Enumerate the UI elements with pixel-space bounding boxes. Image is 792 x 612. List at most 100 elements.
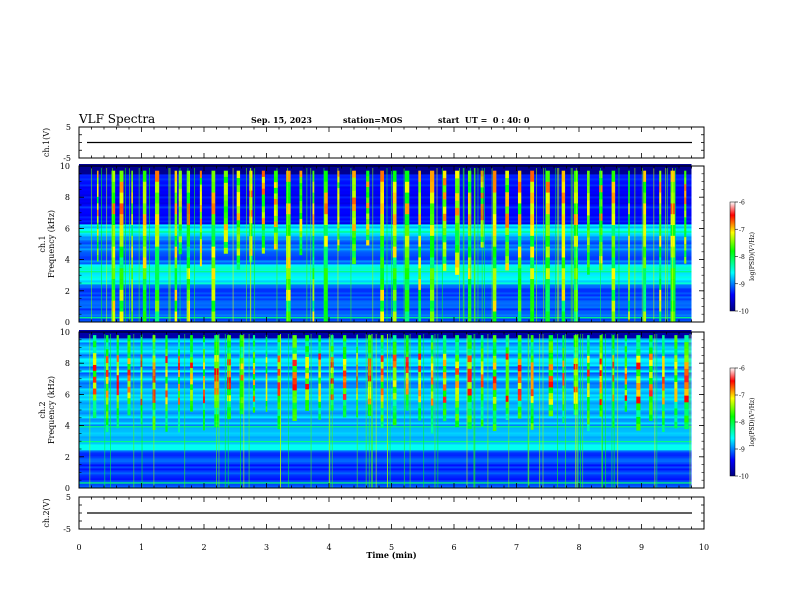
burst-segment [561, 224, 566, 236]
burst-segment [505, 341, 509, 348]
burst-segment [430, 377, 434, 385]
frequency-band [79, 292, 692, 295]
signal-streak [653, 168, 655, 322]
burst-segment [442, 242, 447, 250]
signal-streak [133, 334, 135, 488]
burst-segment [342, 381, 347, 389]
y-tick-label: 4 [65, 256, 70, 265]
signal-streak [153, 334, 155, 488]
burst-segment [587, 252, 590, 260]
burst-segment [636, 389, 641, 397]
burst-segment [227, 388, 231, 396]
burst-segment [684, 368, 689, 376]
burst-segment [131, 170, 133, 182]
signal-streak [245, 168, 247, 322]
signal-streak [403, 168, 405, 322]
burst-segment [430, 289, 435, 301]
burst-segment [337, 176, 340, 183]
x-axis-label: Time (min) [366, 550, 416, 560]
burst-segment [643, 235, 647, 247]
burst-segment [174, 289, 178, 301]
burst-segment [111, 213, 116, 226]
burst-segment [643, 311, 647, 323]
y-axis-label: ch.2(V) [42, 498, 51, 527]
frequency-band [79, 486, 692, 489]
burst-segment [367, 375, 372, 382]
burst-segment [612, 394, 615, 402]
burst-segment [561, 246, 566, 258]
burst-segment [277, 375, 281, 383]
burst-segment [662, 424, 665, 432]
burst-segment [380, 203, 385, 215]
burst-segment [530, 389, 534, 397]
burst-segment [467, 408, 472, 416]
channel-label: ch.2 [38, 401, 47, 418]
burst-segment [318, 377, 321, 384]
burst-segment [286, 181, 291, 193]
burst-segment [587, 215, 590, 223]
burst-segment [367, 381, 372, 388]
burst-segment [455, 259, 460, 268]
burst-segment [442, 402, 447, 409]
burst-segment [273, 243, 278, 250]
burst-segment [380, 192, 385, 204]
frequency-band [79, 282, 692, 285]
colorbar-tick-label: -7 [739, 393, 745, 400]
burst-segment [323, 235, 328, 247]
burst-segment [684, 236, 687, 244]
signal-streak [216, 334, 217, 488]
burst-segment [119, 224, 124, 236]
burst-segment [142, 213, 147, 226]
burst-segment [649, 347, 653, 354]
burst-segment [337, 239, 340, 246]
burst-segment [548, 358, 554, 365]
signal-streak [179, 168, 181, 322]
frequency-band [79, 394, 692, 397]
signal-streak [565, 334, 567, 488]
x-tick-label: 9 [639, 543, 644, 552]
burst-segment [636, 375, 641, 384]
frequency-band [79, 198, 692, 201]
frequency-band [79, 378, 692, 381]
burst-segment [628, 278, 630, 290]
frequency-band [79, 454, 692, 457]
signal-streak [391, 168, 392, 322]
burst-segment [265, 346, 268, 352]
burst-segment [467, 267, 472, 280]
burst-segment [611, 170, 616, 182]
burst-segment [628, 235, 630, 247]
burst-segment [430, 405, 434, 413]
burst-segment [442, 347, 447, 354]
burst-segment [186, 235, 191, 247]
burst-segment [467, 395, 472, 403]
frequency-band [79, 304, 692, 307]
burst-segment [517, 203, 522, 215]
burst-segment [155, 203, 160, 215]
burst-segment [367, 392, 372, 399]
burst-segment [92, 382, 97, 389]
burst-segment [277, 402, 281, 410]
burst-segment [418, 359, 421, 366]
burst-segment [392, 399, 397, 407]
burst-segment [517, 335, 522, 342]
frequency-band [79, 350, 692, 353]
burst-segment [649, 371, 653, 379]
burst-segment [299, 188, 303, 196]
frequency-band [79, 262, 692, 265]
burst-segment [430, 391, 434, 399]
burst-segment [628, 257, 630, 269]
burst-segment [211, 267, 216, 280]
burst-segment [643, 213, 647, 226]
burst-segment [111, 192, 116, 204]
burst-segment [530, 335, 534, 343]
burst-segment [430, 213, 435, 226]
colorbar-tick-label: -9 [739, 281, 745, 288]
y-tick-label: 6 [65, 390, 70, 399]
burst-segment [273, 221, 278, 228]
burst-segment [505, 206, 509, 214]
burst-segment [318, 365, 321, 372]
burst-segment [236, 212, 241, 221]
burst-segment [352, 177, 356, 185]
burst-segment [684, 177, 687, 185]
frequency-band [79, 268, 692, 271]
